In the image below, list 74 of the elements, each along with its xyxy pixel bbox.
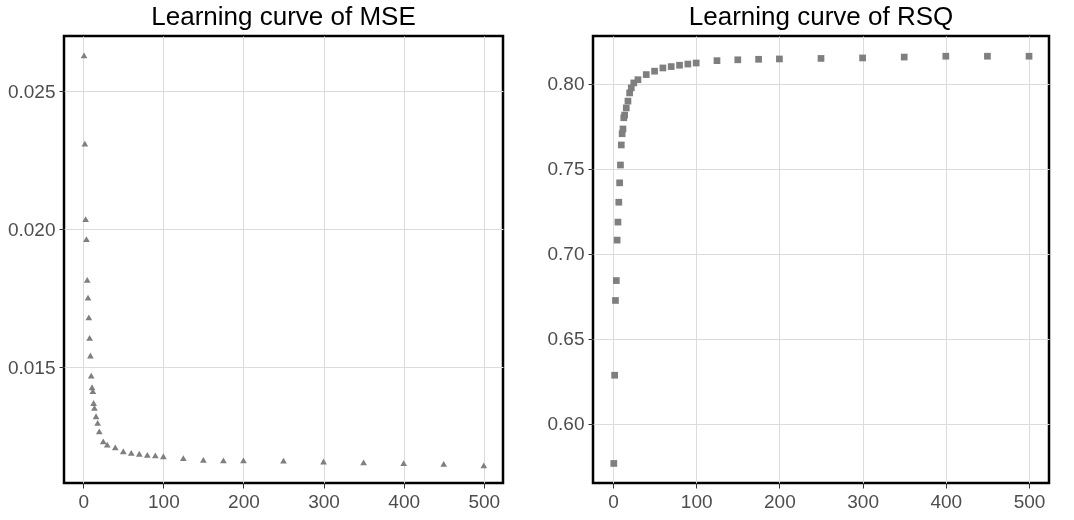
x-tick-label: 0 (78, 490, 90, 512)
x-tick-label: 300 (847, 490, 879, 512)
point (859, 54, 866, 62)
point (220, 457, 227, 464)
x-tick-label: 200 (228, 490, 260, 512)
point (127, 450, 135, 456)
point (83, 277, 91, 283)
point (86, 334, 93, 341)
point (180, 455, 187, 462)
point (95, 428, 103, 435)
x-tick-label: 500 (1013, 490, 1046, 512)
point (612, 297, 619, 304)
point (942, 52, 950, 60)
chart-title: Learning curve of MSE (151, 1, 416, 31)
point (83, 236, 90, 242)
point (400, 460, 408, 467)
point (159, 453, 167, 460)
point (80, 52, 88, 59)
y-tick-label: 0.70 (547, 243, 585, 265)
point (713, 57, 721, 64)
point (667, 63, 675, 70)
point (92, 413, 100, 420)
x-tick-label: 500 (468, 490, 501, 512)
point (480, 462, 488, 469)
point (755, 55, 762, 63)
y-tick-label: 0.60 (547, 413, 585, 435)
point (817, 55, 825, 62)
point (676, 61, 683, 69)
x-tick-label: 400 (930, 490, 963, 512)
point (360, 459, 367, 466)
x-tick-label: 100 (147, 490, 180, 512)
point (143, 451, 151, 458)
point (94, 419, 101, 426)
point (612, 277, 620, 284)
point (103, 441, 111, 448)
point (617, 141, 625, 149)
point (651, 67, 658, 75)
point (610, 460, 618, 467)
x-tick-label: 300 (308, 490, 340, 512)
y-tick-label: 0.75 (547, 158, 585, 180)
point (642, 71, 650, 78)
point (615, 198, 623, 206)
point (734, 56, 742, 64)
x-tick-label: 100 (680, 490, 713, 512)
point (622, 104, 630, 112)
point (440, 461, 448, 467)
point (135, 450, 143, 457)
point (984, 52, 991, 60)
y-tick-label: 0.015 (7, 356, 56, 378)
y-tick-label: 0.80 (547, 73, 585, 95)
point (99, 438, 107, 445)
x-tick-label: 400 (388, 490, 421, 512)
point (617, 161, 624, 169)
point (1025, 52, 1033, 60)
point (91, 405, 98, 411)
point (119, 448, 127, 455)
point (280, 457, 287, 464)
point (900, 53, 908, 61)
point (776, 55, 783, 63)
point (634, 76, 642, 84)
chart-title: Learning curve of RSQ (688, 1, 954, 31)
y-tick-label: 0.65 (547, 328, 585, 350)
point (82, 216, 89, 223)
point (611, 371, 618, 379)
point (616, 179, 623, 187)
y-tick-label: 0.025 (7, 80, 56, 102)
x-tick-label: 200 (764, 490, 796, 512)
x-tick-label: 0 (608, 490, 619, 512)
point (87, 372, 95, 379)
y-tick-label: 0.020 (7, 218, 56, 240)
point (200, 456, 207, 463)
point (81, 140, 89, 147)
point (692, 59, 700, 67)
point (90, 400, 97, 406)
